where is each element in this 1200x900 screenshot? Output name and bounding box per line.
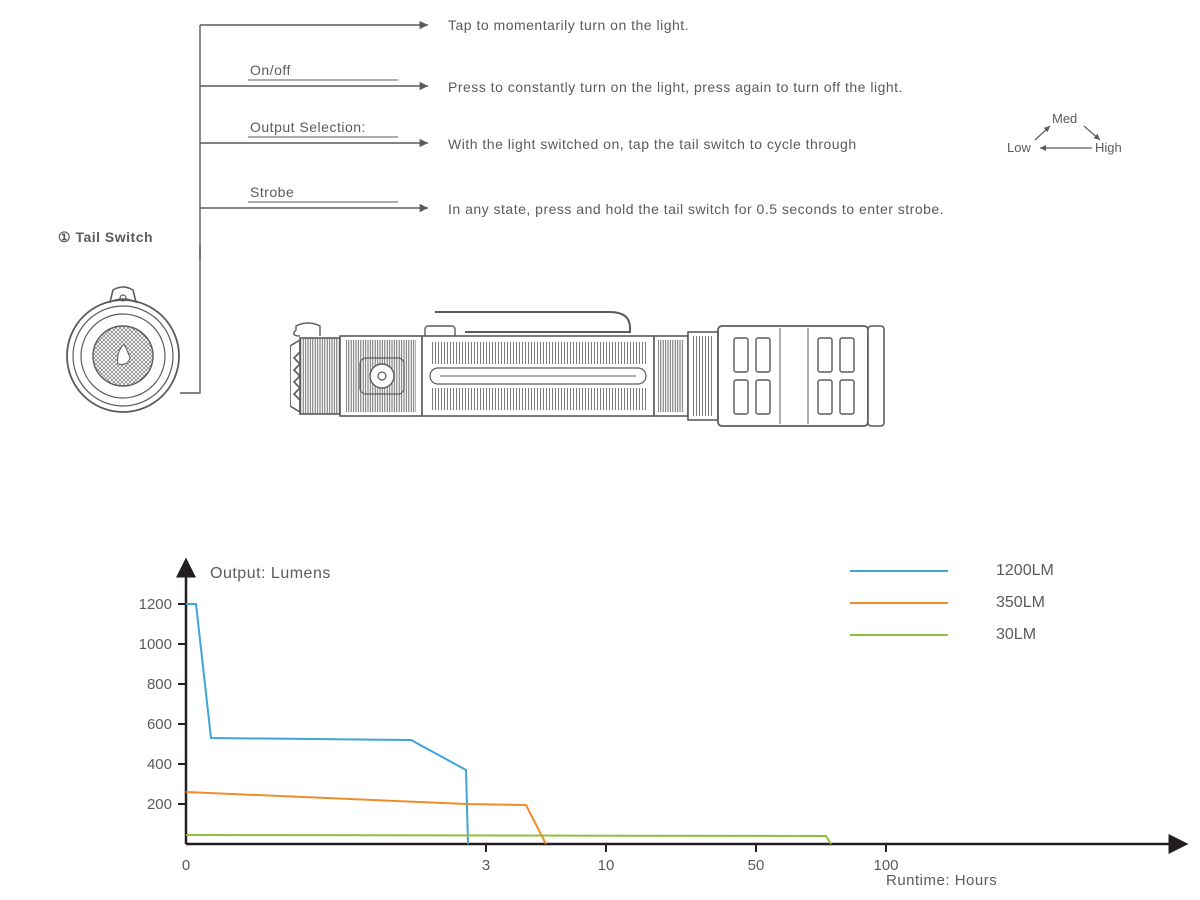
flashlight-sideview (290, 296, 910, 456)
svg-text:1000: 1000 (139, 636, 172, 653)
svg-text:800: 800 (147, 676, 172, 693)
svg-text:200: 200 (147, 796, 172, 813)
svg-text:400: 400 (147, 756, 172, 773)
svg-text:50: 50 (748, 857, 765, 874)
branch-bracket-svg (0, 0, 1200, 260)
tailcap-endview (58, 286, 188, 426)
svg-text:10: 10 (598, 857, 615, 874)
svg-text:0: 0 (182, 857, 190, 874)
svg-text:100: 100 (873, 857, 898, 874)
svg-text:3: 3 (482, 857, 490, 874)
svg-text:600: 600 (147, 716, 172, 733)
runtime-chart: 200 400 600 800 1000 1200 0 3 10 50 100 (100, 548, 1200, 888)
svg-text:1200: 1200 (139, 596, 172, 613)
